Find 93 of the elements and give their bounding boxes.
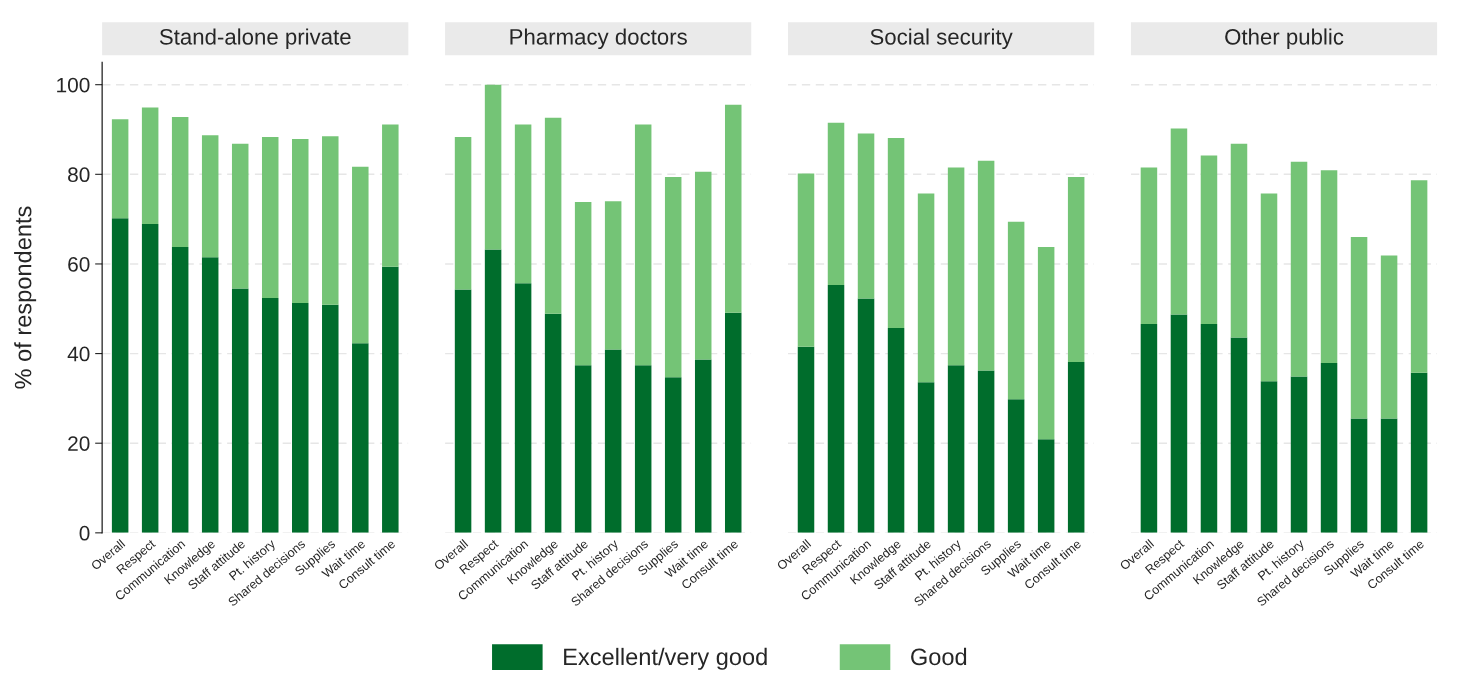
bar bbox=[1290, 376, 1308, 533]
y-axis-title: % of respondents bbox=[14, 206, 37, 389]
bar bbox=[261, 298, 279, 533]
bar bbox=[797, 173, 815, 347]
y-tick-label: 80 bbox=[68, 167, 90, 183]
bar bbox=[1410, 372, 1428, 533]
bar bbox=[544, 313, 562, 533]
bar bbox=[887, 328, 905, 533]
bar bbox=[1140, 167, 1158, 324]
bar bbox=[1200, 324, 1218, 533]
bar bbox=[352, 166, 369, 344]
bar bbox=[201, 257, 219, 533]
bar bbox=[857, 133, 875, 299]
bar bbox=[724, 312, 742, 533]
chart-title: Stand-alone private bbox=[159, 28, 351, 50]
bar bbox=[1320, 170, 1338, 363]
bar bbox=[797, 346, 815, 533]
bar bbox=[514, 283, 532, 533]
bar bbox=[454, 289, 472, 533]
chart-title: Social security bbox=[870, 28, 1013, 50]
bar bbox=[261, 137, 279, 299]
legend-label: Excellent/very good bbox=[564, 647, 767, 670]
bar bbox=[1170, 128, 1188, 315]
bar bbox=[382, 266, 399, 533]
bar bbox=[887, 138, 905, 329]
bar bbox=[1200, 155, 1218, 324]
bar bbox=[1230, 143, 1248, 338]
bar bbox=[382, 124, 399, 267]
bar bbox=[664, 377, 682, 533]
bar bbox=[947, 167, 965, 366]
bar bbox=[514, 124, 532, 284]
bar bbox=[484, 249, 502, 533]
bar bbox=[201, 135, 219, 258]
bar bbox=[454, 137, 472, 290]
bar bbox=[917, 193, 935, 383]
bar bbox=[1067, 362, 1085, 533]
bar bbox=[141, 224, 159, 533]
bar bbox=[694, 171, 712, 360]
bar bbox=[604, 349, 622, 533]
bar bbox=[322, 304, 339, 533]
bar bbox=[1380, 418, 1398, 533]
bar bbox=[664, 177, 682, 378]
bar bbox=[574, 365, 592, 533]
bar bbox=[1007, 221, 1025, 400]
bar bbox=[574, 202, 592, 366]
bar bbox=[1320, 362, 1338, 533]
bar bbox=[1037, 246, 1055, 440]
chart-title: Other public bbox=[1225, 28, 1344, 50]
y-tick-label: 60 bbox=[68, 256, 90, 272]
bar bbox=[1170, 314, 1188, 533]
bar bbox=[292, 302, 309, 533]
bar bbox=[947, 365, 965, 533]
bar bbox=[111, 218, 129, 533]
bar bbox=[231, 143, 249, 289]
bar bbox=[1380, 255, 1398, 419]
bar bbox=[322, 136, 339, 305]
bar bbox=[1037, 439, 1055, 533]
bar bbox=[292, 138, 309, 303]
bar bbox=[171, 116, 189, 247]
bar bbox=[724, 104, 742, 313]
y-tick-label: 100 bbox=[57, 77, 90, 93]
bar bbox=[111, 119, 129, 219]
bar bbox=[827, 122, 845, 286]
bar bbox=[1007, 399, 1025, 533]
y-tick-label: 0 bbox=[79, 525, 90, 541]
bar bbox=[1350, 237, 1368, 419]
y-tick-label: 20 bbox=[68, 436, 90, 451]
bar bbox=[977, 370, 995, 533]
bar bbox=[857, 298, 875, 533]
bar bbox=[604, 201, 622, 350]
bar bbox=[1260, 193, 1278, 382]
legend-label: Good bbox=[911, 647, 967, 666]
bar bbox=[1230, 337, 1248, 533]
bar bbox=[917, 382, 935, 533]
bar bbox=[352, 343, 369, 533]
bar bbox=[1140, 324, 1158, 533]
bar bbox=[1260, 381, 1278, 533]
bar bbox=[1067, 177, 1085, 363]
bar bbox=[171, 246, 189, 533]
chart-title: Pharmacy doctors bbox=[510, 28, 687, 50]
bar bbox=[141, 107, 159, 225]
bar bbox=[977, 160, 995, 371]
bar bbox=[484, 84, 502, 250]
bar bbox=[231, 288, 249, 533]
bar bbox=[1410, 180, 1428, 373]
bar bbox=[634, 124, 652, 366]
bar bbox=[634, 365, 652, 533]
bar bbox=[544, 117, 562, 314]
bar bbox=[827, 285, 845, 533]
bar bbox=[1350, 418, 1368, 533]
bar bbox=[1290, 161, 1308, 377]
y-tick-label: 40 bbox=[67, 346, 90, 362]
bar bbox=[694, 359, 712, 533]
